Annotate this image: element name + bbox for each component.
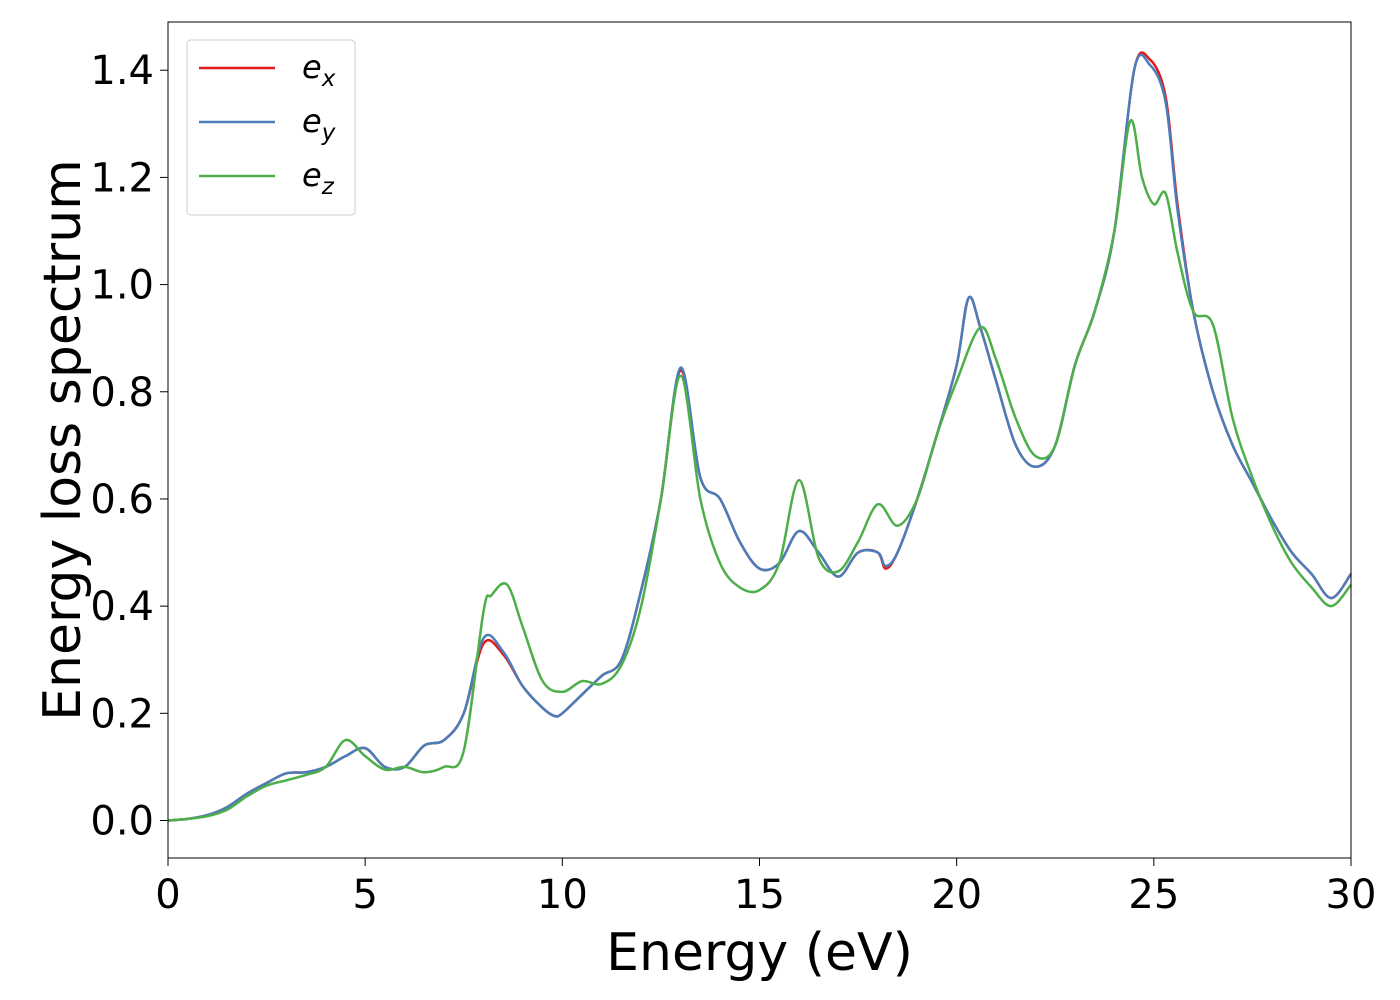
y-tick-label: 0.8 xyxy=(90,370,154,416)
x-tick-label: 0 xyxy=(155,872,180,918)
x-tick-label: 10 xyxy=(537,872,588,918)
legend-label-e_z: ez xyxy=(302,156,335,200)
y-tick-label: 0.6 xyxy=(90,477,154,523)
legend-label-subscript: x xyxy=(321,66,336,92)
x-tick-label: 5 xyxy=(352,872,377,918)
y-tick-label: 0.2 xyxy=(90,691,154,737)
legend-label-base: e xyxy=(302,156,322,194)
y-tick-label: 0.4 xyxy=(90,584,154,630)
legend-label-base: e xyxy=(302,102,322,140)
legend-label-e_y: ey xyxy=(302,102,336,146)
y-axis: 0.0 0.2 0.4 0.6 0.8 1.0 1.2 1.4 xyxy=(90,48,168,844)
y-axis-title: Energy loss spectrum xyxy=(33,159,93,721)
legend-box xyxy=(186,39,356,216)
x-axis: 0 5 10 15 20 25 30 xyxy=(155,858,1376,918)
y-tick-label: 1.0 xyxy=(90,263,154,309)
series-line-e_y xyxy=(167,53,1353,822)
series-layer xyxy=(167,51,1353,822)
x-tick-label: 30 xyxy=(1326,872,1377,918)
series-line-e_z xyxy=(167,119,1352,822)
x-tick-label: 15 xyxy=(734,872,785,918)
legend-label-subscript: y xyxy=(321,120,336,146)
y-tick-label: 1.4 xyxy=(90,48,154,94)
y-tick-label: 1.2 xyxy=(90,155,154,201)
x-axis-title: Energy (eV) xyxy=(606,923,913,983)
x-tick-label: 25 xyxy=(1128,872,1179,918)
y-tick-label: 0.0 xyxy=(90,798,154,844)
legend-label-subscript: z xyxy=(321,174,335,200)
x-tick-label: 20 xyxy=(931,872,982,918)
legend-label-base: e xyxy=(302,48,322,86)
legend-label-e_x: ex xyxy=(302,48,336,92)
